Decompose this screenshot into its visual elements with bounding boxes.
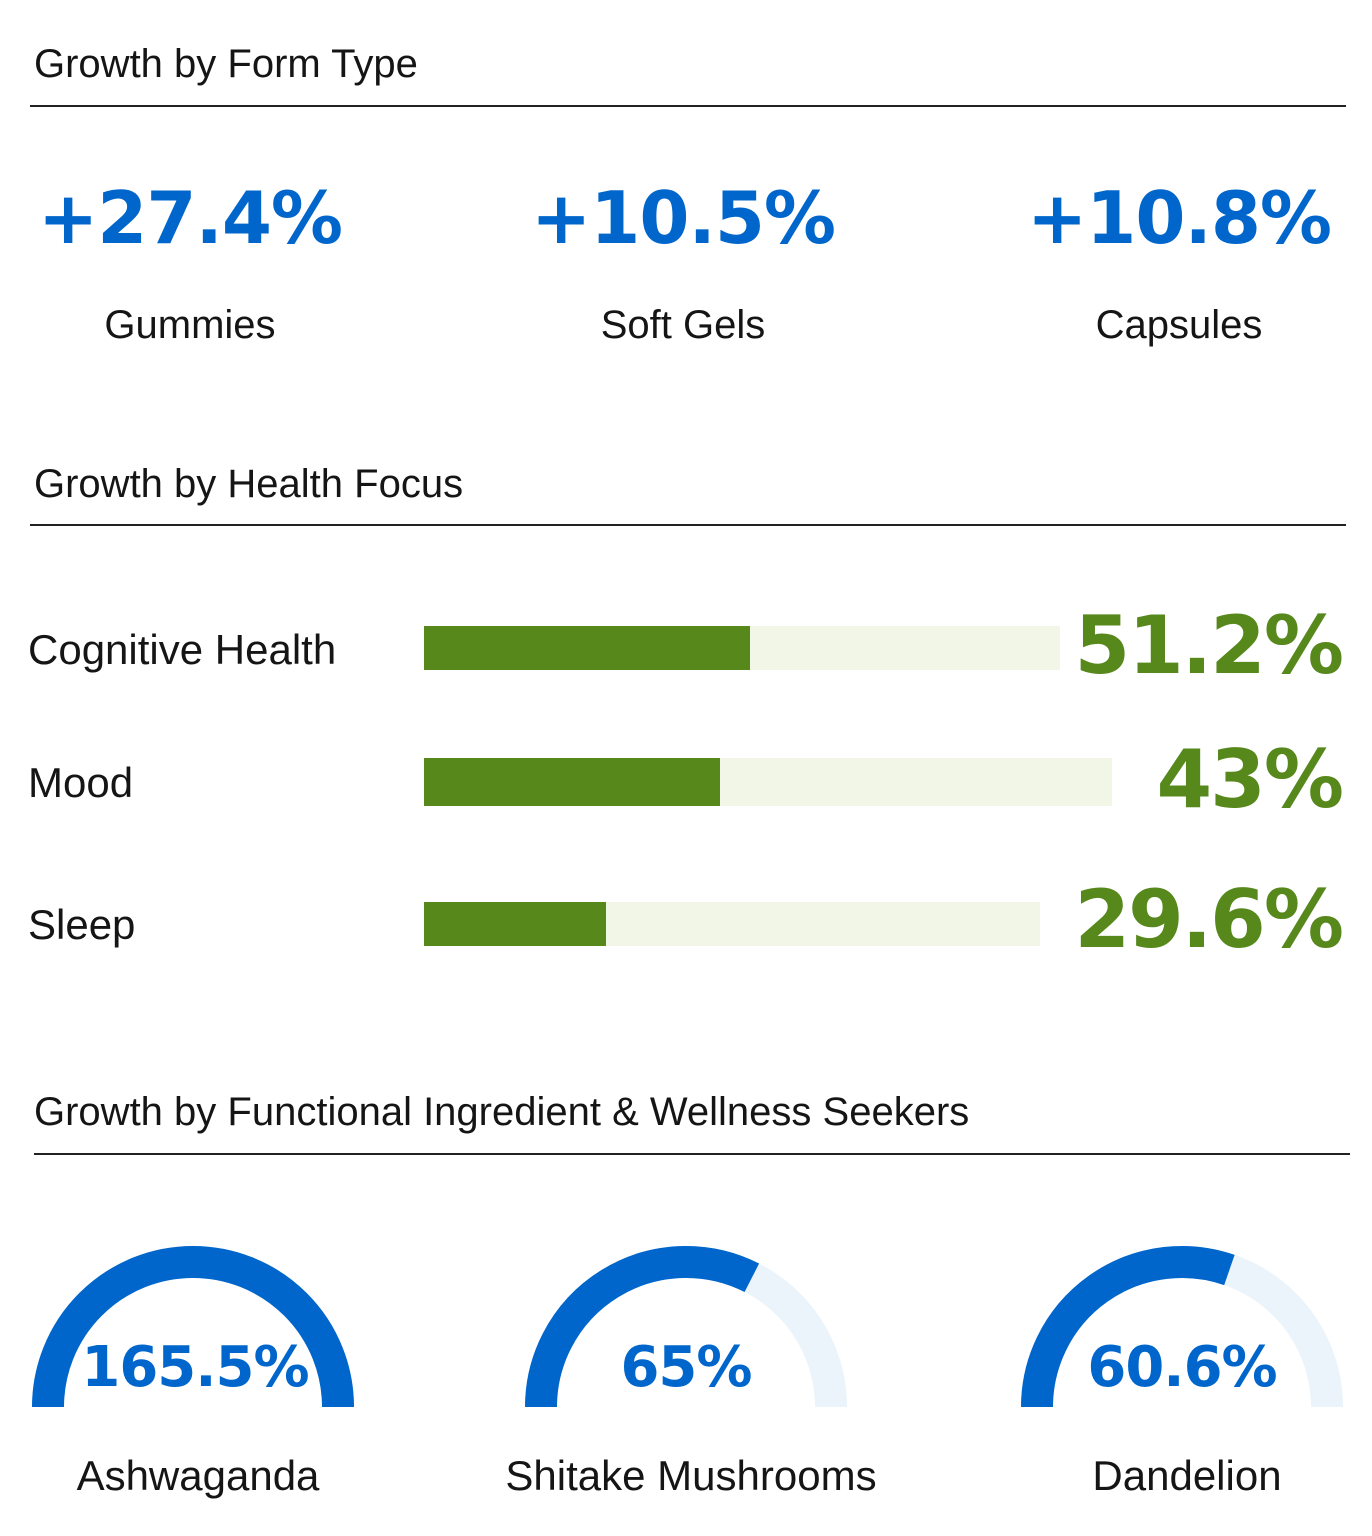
- gauge-label-ashwaganda: Ashwaganda: [76, 1452, 320, 1499]
- bar-value-cognitive-health: 51.2%: [1074, 599, 1344, 692]
- gummies-label: Gummies: [104, 303, 276, 347]
- bar-fill-cognitive-health: [424, 626, 750, 670]
- health-focus-rule: [30, 524, 1346, 526]
- bar-label-cognitive-health: Cognitive Health: [28, 626, 337, 673]
- bar-value-mood: 43%: [1156, 733, 1344, 826]
- bar-value-sleep: 29.6%: [1074, 873, 1344, 966]
- functional-rule: [34, 1153, 1350, 1155]
- gauge-fill: [1021, 1246, 1235, 1408]
- bar-track-sleep: [424, 902, 1040, 946]
- form-type-title: Growth by Form Type: [34, 42, 418, 86]
- bar-label-mood: Mood: [28, 759, 134, 806]
- health-focus-title: Growth by Health Focus: [34, 462, 464, 506]
- gauge-value-dandelion: 60.6%: [1087, 1335, 1277, 1400]
- capsules-label: Capsules: [1095, 303, 1263, 347]
- gauge-label-shitake-mushrooms: Shitake Mushrooms: [505, 1452, 877, 1499]
- gauge-ashwaganda: [32, 1246, 354, 1408]
- gauge-fill: [525, 1246, 760, 1408]
- form-type-rule: [30, 105, 1346, 107]
- gauge-value-shitake-mushrooms: 65%: [620, 1335, 752, 1400]
- bar-fill-mood: [424, 758, 720, 806]
- soft-gels-label: Soft Gels: [600, 303, 766, 347]
- bar-label-sleep: Sleep: [28, 901, 136, 948]
- bar-track-cognitive-health: [424, 626, 1060, 670]
- gauge-value-ashwaganda: 165.5%: [81, 1335, 309, 1400]
- bar-fill-sleep: [424, 902, 607, 946]
- gummies-value: +27.4%: [37, 176, 343, 260]
- gauge-fill: [32, 1246, 354, 1408]
- gauge-dandelion: [1021, 1246, 1343, 1408]
- capsules-value: +10.8%: [1026, 176, 1332, 260]
- functional-title: Growth by Functional Ingredient & Wellne…: [34, 1090, 970, 1134]
- bar-track-mood: [424, 758, 1112, 806]
- soft-gels-value: +10.5%: [530, 176, 836, 260]
- gauge-shitake-mushrooms: [525, 1246, 847, 1408]
- gauge-label-dandelion: Dandelion: [1092, 1452, 1282, 1499]
